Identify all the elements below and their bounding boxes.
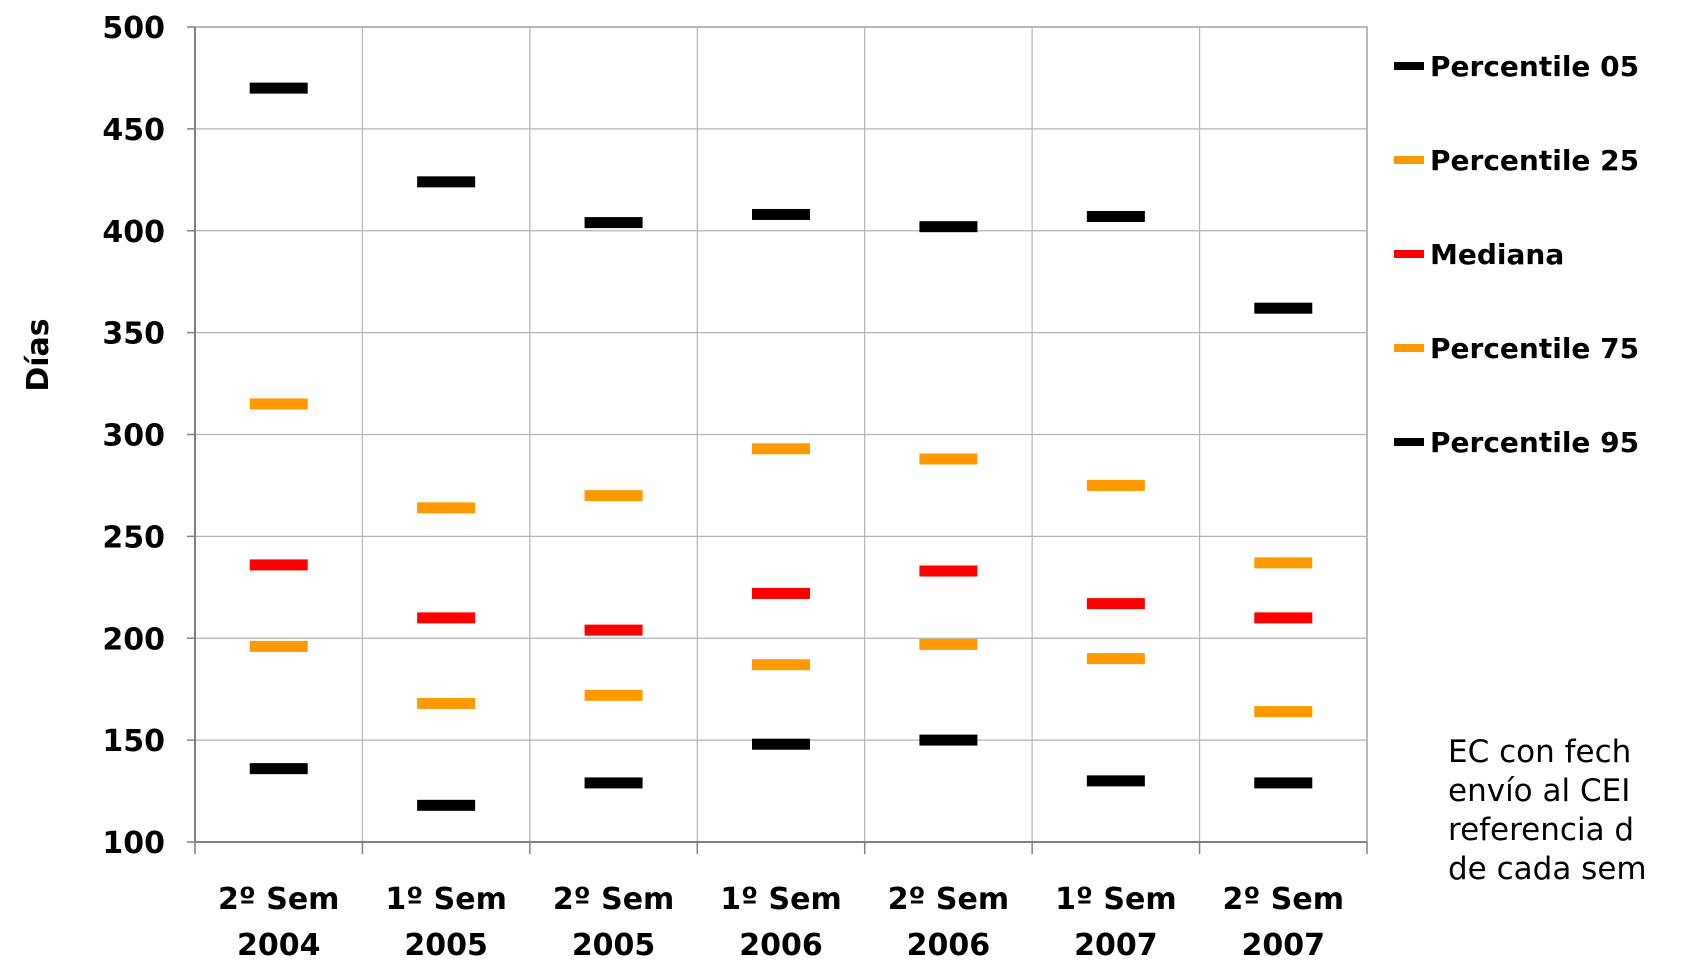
data-mark <box>1254 557 1313 569</box>
data-mark <box>752 659 810 671</box>
legend-swatch <box>1394 438 1424 446</box>
data-mark <box>584 624 643 636</box>
note-line: referencia d <box>1448 812 1635 848</box>
data-mark <box>752 587 810 599</box>
x-category-label: 2006 <box>739 928 823 962</box>
y-tick-label: 200 <box>102 622 165 657</box>
legend-swatch <box>1394 62 1424 70</box>
x-category-label: 1º Sem <box>720 882 841 917</box>
y-axis-title: Días <box>21 318 56 391</box>
plot-area <box>194 26 1368 843</box>
y-tick-label: 250 <box>102 520 165 555</box>
annotation-note: EC con fech envío al CEI referencia d de… <box>1448 733 1694 889</box>
y-tick-label: 300 <box>102 419 165 454</box>
y-tick-label: 400 <box>102 215 165 250</box>
data-mark <box>1254 302 1313 314</box>
data-mark <box>584 689 643 701</box>
x-category-label: 1º Sem <box>1055 882 1176 917</box>
y-tick-label: 100 <box>102 826 165 861</box>
legend-swatch <box>1394 156 1424 164</box>
x-category-label: 2º Sem <box>218 882 339 917</box>
data-mark <box>919 221 978 233</box>
data-mark <box>752 738 810 750</box>
x-category-label: 2004 <box>237 928 321 962</box>
legend-label: Percentile 05 <box>1430 50 1639 83</box>
x-axis: 2º Sem 2004 1º Sem 2005 2º Sem 2005 1º Sem 2006… <box>194 841 1368 962</box>
legend-label: Percentile 95 <box>1430 426 1639 459</box>
legend-label: Percentile 75 <box>1430 332 1639 365</box>
legend-label: Percentile 25 <box>1430 144 1639 177</box>
data-mark <box>752 208 810 220</box>
data-mark <box>249 398 308 410</box>
data-mark <box>1086 598 1145 610</box>
data-mark <box>584 490 643 502</box>
y-tick-label: 450 <box>102 113 165 148</box>
x-category-label: 2º Sem <box>553 882 674 917</box>
data-mark <box>417 176 476 188</box>
data-mark <box>1086 210 1145 222</box>
data-mark <box>1086 775 1145 787</box>
data-mark <box>584 777 643 789</box>
x-category-label: 2005 <box>572 928 656 962</box>
x-category-label: 2007 <box>1074 928 1158 962</box>
data-mark <box>1254 612 1313 624</box>
x-category-label: 2º Sem <box>888 882 1009 917</box>
y-tick-label: 150 <box>102 724 165 759</box>
data-mark <box>249 559 308 571</box>
data-mark <box>417 612 476 624</box>
y-tick-label: 500 <box>102 11 165 46</box>
data-mark <box>919 638 978 650</box>
data-mark <box>249 640 308 652</box>
note-line: EC con fech <box>1448 734 1632 770</box>
data-mark <box>1254 706 1313 718</box>
x-category-label: 1º Sem <box>385 882 506 917</box>
x-category-label: 2º Sem <box>1223 882 1344 917</box>
data-mark <box>1086 479 1145 491</box>
data-mark <box>1086 653 1145 665</box>
data-mark <box>584 217 643 229</box>
note-line: envío al CEI <box>1448 773 1631 809</box>
note-line: de cada sem <box>1448 851 1647 887</box>
legend-swatch <box>1394 250 1424 258</box>
x-category-label: 2006 <box>907 928 991 962</box>
data-marks <box>249 82 1313 811</box>
y-axis: 100 150 200 250 300 350 400 450 500 <box>102 11 196 861</box>
legend-swatch <box>1394 344 1424 352</box>
data-mark <box>417 697 476 709</box>
data-mark <box>417 502 476 514</box>
legend: Percentile 05 Percentile 25 Mediana Percent… <box>1394 50 1639 459</box>
x-category-label: 2007 <box>1242 928 1326 962</box>
y-tick-label: 350 <box>102 317 165 352</box>
data-mark <box>919 734 978 746</box>
data-mark <box>752 443 810 455</box>
data-mark <box>249 763 308 775</box>
legend-label: Mediana <box>1430 238 1564 271</box>
data-mark <box>249 82 308 94</box>
data-mark <box>919 565 978 577</box>
x-category-label: 2005 <box>404 928 488 962</box>
data-mark <box>919 453 978 465</box>
data-mark <box>1254 777 1313 789</box>
data-mark <box>417 799 476 811</box>
